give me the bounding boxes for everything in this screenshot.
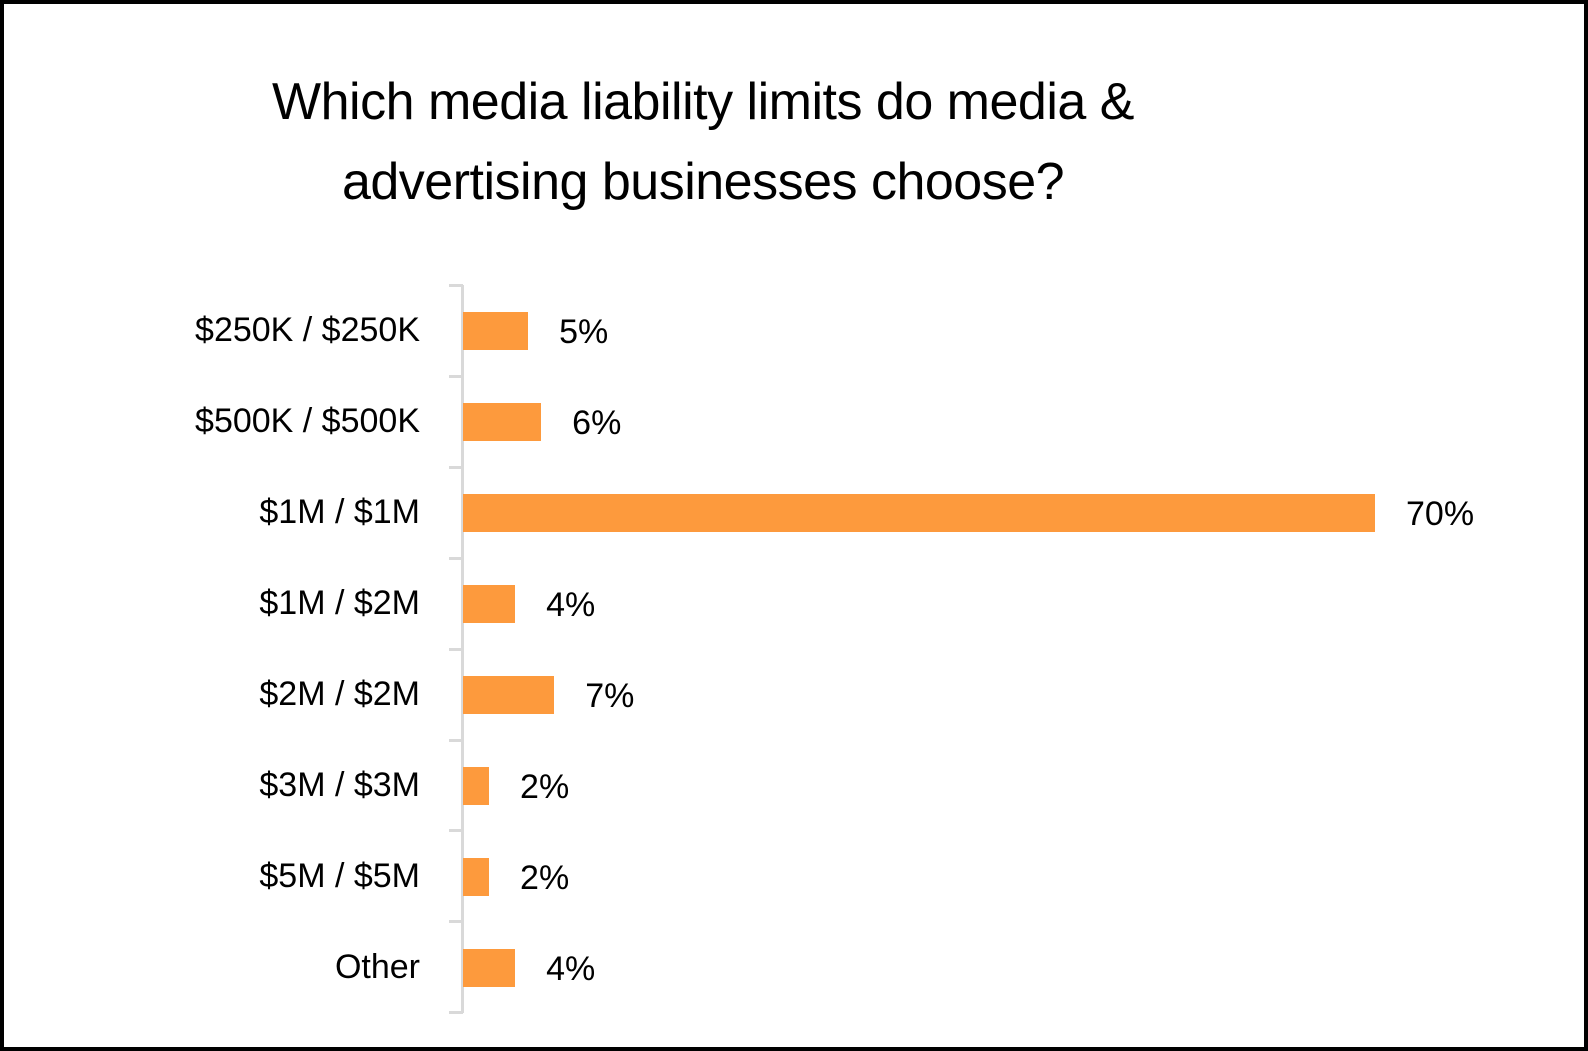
- axis-tick: [449, 738, 463, 742]
- category-label: $1M / $2M: [259, 584, 420, 623]
- chart-title: Which media liability limits do media & …: [0, 62, 1406, 222]
- bar: [463, 676, 555, 715]
- axis-tick: [449, 465, 463, 469]
- axis-tick: [449, 829, 463, 833]
- data-label: 70%: [1406, 495, 1475, 534]
- data-label: 2%: [520, 858, 570, 897]
- axis-tick: [449, 647, 463, 651]
- data-label: 2%: [520, 767, 570, 806]
- data-label: 7%: [585, 677, 635, 716]
- category-label: $250K / $250K: [195, 311, 420, 350]
- axis-tick: [449, 374, 463, 378]
- chart-title-line-1: Which media liability limits do media &: [272, 73, 1134, 131]
- category-label: $2M / $2M: [259, 675, 420, 714]
- bar: [463, 948, 516, 987]
- data-label: 6%: [572, 404, 622, 443]
- category-label: $1M / $1M: [259, 493, 420, 532]
- bar: [463, 494, 1375, 533]
- bar: [463, 766, 490, 805]
- axis-tick: [449, 556, 463, 560]
- bar: [463, 403, 542, 442]
- category-label: $3M / $3M: [259, 765, 420, 804]
- axis-tick: [449, 920, 463, 924]
- axis-tick: [449, 1011, 463, 1015]
- category-label: $5M / $5M: [259, 856, 420, 895]
- data-label: 5%: [559, 313, 609, 352]
- data-label: 4%: [546, 586, 596, 625]
- bar: [463, 585, 516, 624]
- category-label: Other: [334, 947, 420, 986]
- category-label: $500K / $500K: [195, 402, 420, 441]
- data-label: 4%: [546, 949, 596, 988]
- axis-tick: [449, 284, 463, 287]
- chart-title-line-2: advertising businesses choose?: [341, 153, 1065, 211]
- bar: [463, 312, 529, 351]
- bar: [463, 857, 490, 896]
